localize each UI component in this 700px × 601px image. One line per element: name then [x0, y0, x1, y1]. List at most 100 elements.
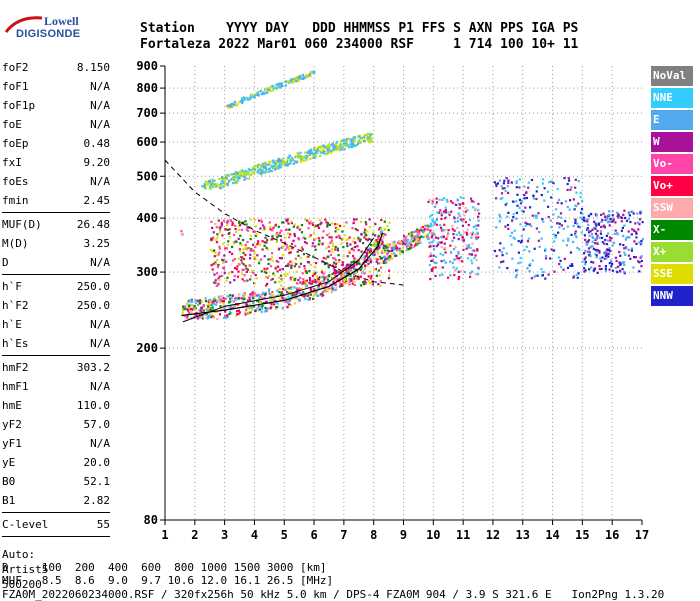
echo-point	[605, 234, 608, 237]
echo-point	[348, 280, 351, 283]
echo-point	[440, 212, 443, 215]
echo-point	[292, 239, 295, 242]
echo-point	[396, 241, 400, 244]
echo-point	[427, 200, 430, 203]
echo-point	[284, 274, 287, 278]
echo-point	[392, 245, 395, 248]
echo-point	[362, 137, 365, 140]
echo-point	[505, 202, 508, 205]
echo-point	[233, 274, 236, 278]
echo-point	[229, 306, 232, 309]
echo-point	[440, 217, 443, 221]
echo-point	[623, 247, 626, 250]
echo-point	[374, 240, 377, 244]
header-value: Fortaleza	[140, 37, 219, 52]
echo-point	[507, 179, 510, 182]
echo-point	[421, 236, 425, 239]
echo-point	[344, 266, 347, 270]
echo-point	[447, 229, 450, 232]
echo-point	[282, 254, 285, 257]
echo-point	[354, 271, 357, 274]
echo-point	[376, 250, 379, 253]
echo-point	[410, 234, 413, 237]
echo-point	[453, 236, 456, 239]
echo-point	[638, 261, 641, 264]
echo-point	[243, 302, 246, 305]
echo-point	[586, 227, 589, 230]
echo-point	[232, 177, 235, 180]
echo-point	[241, 102, 244, 105]
echo-point	[305, 158, 308, 161]
echo-point	[355, 218, 358, 221]
echo-point	[453, 269, 457, 272]
echo-point	[304, 281, 307, 284]
echo-point	[295, 282, 299, 285]
echo-point	[423, 229, 426, 232]
echo-point	[572, 198, 575, 201]
echo-point	[614, 221, 617, 224]
echo-point	[328, 223, 331, 226]
echo-point	[445, 199, 448, 202]
echo-point	[289, 291, 292, 294]
echo-point	[287, 262, 290, 265]
param-row: fmin 2.45	[2, 191, 110, 210]
echo-point	[239, 224, 242, 227]
echo-point	[418, 231, 421, 234]
echo-point	[215, 272, 219, 275]
echo-point	[327, 245, 330, 248]
echo-point	[317, 286, 320, 290]
echo-point	[608, 262, 611, 265]
echo-point	[302, 280, 305, 284]
echo-point	[249, 234, 252, 237]
echo-point	[311, 286, 314, 289]
echo-point	[427, 236, 430, 239]
echo-point	[463, 214, 466, 217]
echo-point	[625, 236, 628, 239]
echo-point	[326, 222, 330, 225]
echo-point	[215, 310, 218, 313]
echo-point	[346, 144, 349, 147]
echo-point	[238, 293, 241, 296]
echo-point	[544, 257, 548, 260]
param-row: h`E N/A	[2, 315, 110, 334]
echo-point	[313, 156, 316, 159]
echo-point	[387, 244, 390, 247]
echo-point	[331, 276, 334, 279]
echo-point	[353, 267, 356, 270]
param-name: yF2	[2, 418, 22, 431]
echo-point	[288, 248, 291, 251]
echo-point	[351, 227, 354, 230]
echo-point	[303, 241, 307, 244]
echo-point	[523, 185, 526, 188]
param-name: hmF1	[2, 380, 29, 393]
echo-point	[455, 254, 458, 258]
echo-point	[429, 252, 432, 255]
echo-point	[359, 137, 362, 140]
echo-point	[284, 84, 287, 87]
param-value: 52.1	[83, 475, 111, 488]
echo-point	[434, 205, 437, 209]
echo-point	[324, 145, 327, 148]
echo-point	[262, 91, 265, 94]
echo-point	[435, 261, 438, 265]
echo-point	[263, 310, 266, 313]
echo-point	[264, 162, 267, 165]
echo-point	[440, 260, 443, 263]
echo-point	[387, 229, 390, 232]
echo-point	[186, 302, 189, 305]
echo-point	[414, 236, 417, 239]
echo-point	[529, 206, 532, 209]
echo-point	[245, 171, 248, 174]
echo-point	[308, 276, 311, 280]
param-value: N/A	[90, 99, 110, 112]
echo-point	[382, 235, 385, 238]
param-row: hmE 110.0	[2, 396, 110, 415]
echo-point	[244, 243, 247, 246]
echo-point	[249, 257, 252, 260]
virtual-height-curve	[182, 237, 375, 323]
echo-point	[417, 240, 420, 243]
echo-point	[346, 263, 349, 266]
echo-point	[353, 237, 356, 240]
echo-point	[428, 255, 431, 259]
echo-point	[314, 245, 317, 248]
